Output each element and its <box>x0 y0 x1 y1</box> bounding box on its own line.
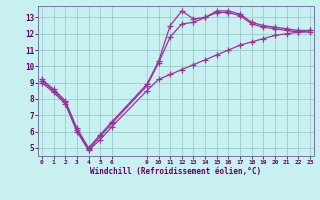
X-axis label: Windchill (Refroidissement éolien,°C): Windchill (Refroidissement éolien,°C) <box>91 167 261 176</box>
